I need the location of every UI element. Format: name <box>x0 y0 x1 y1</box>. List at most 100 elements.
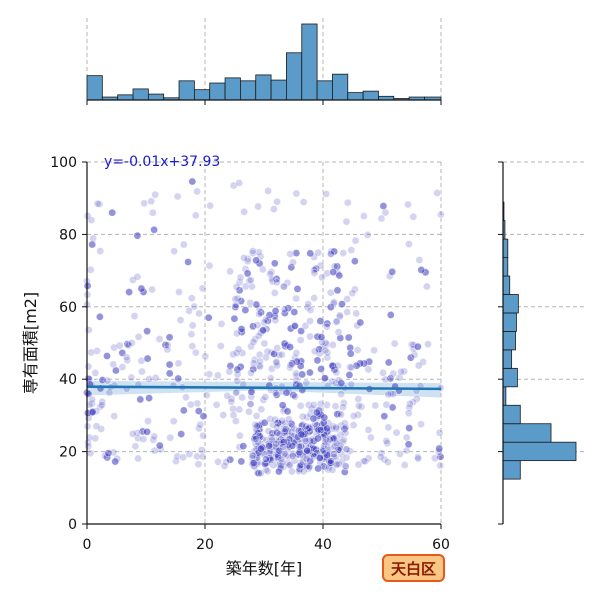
scatter-point <box>138 367 146 376</box>
scatter-point <box>277 350 286 359</box>
y-histogram-bar <box>502 275 511 295</box>
scatter-point <box>255 310 263 318</box>
scatter-point <box>281 425 290 434</box>
scatter-point <box>246 276 255 284</box>
x-tick-label: 60 <box>432 537 450 553</box>
scatter-point <box>165 360 174 369</box>
scatter-point <box>278 442 287 451</box>
scatter-point <box>222 457 231 466</box>
scatter-point <box>144 417 152 425</box>
scatter-point <box>309 400 318 409</box>
scatter-point <box>199 431 207 440</box>
scatter-point <box>389 369 398 378</box>
scatter-point <box>329 449 338 458</box>
y-tick-label: 100 <box>50 155 77 171</box>
scatter-point <box>323 319 332 328</box>
scatter-point <box>235 405 244 414</box>
scatter-point <box>270 288 279 297</box>
scatter-point <box>185 450 194 458</box>
scatter-point <box>298 370 307 379</box>
scatter-point <box>297 327 305 335</box>
scatter-point <box>304 300 313 308</box>
scatter-point <box>272 278 281 287</box>
scatter-point <box>435 444 444 453</box>
scatter-point <box>424 340 432 349</box>
scatter-point <box>332 368 341 377</box>
scatter-point <box>405 424 414 432</box>
scatter-point <box>422 282 431 291</box>
scatter-point <box>143 354 152 363</box>
scatter-point <box>235 278 244 287</box>
scatter-point <box>260 418 269 427</box>
scatter-point <box>302 378 311 387</box>
scatter-point <box>133 272 142 281</box>
scatter-point <box>382 400 391 409</box>
scatter-point <box>290 456 299 465</box>
scatter-point <box>318 273 326 282</box>
scatter-point <box>295 462 304 471</box>
scatter-points <box>83 177 445 478</box>
scatter-point <box>191 211 200 220</box>
scatter-point <box>356 318 365 327</box>
scatter-point <box>238 393 247 402</box>
scatter-point <box>303 446 312 455</box>
scatter-point <box>339 249 348 257</box>
scatter-point <box>265 441 273 450</box>
scatter-point <box>172 457 180 465</box>
x-histogram-bar <box>316 80 333 101</box>
scatter-point <box>272 439 281 448</box>
scatter-point <box>402 433 411 442</box>
scatter-point <box>287 467 296 476</box>
scatter-point <box>104 449 113 458</box>
scatter-point <box>405 403 414 412</box>
scatter-point <box>277 461 285 470</box>
scatter-point <box>118 363 127 371</box>
scatter-point <box>404 200 412 209</box>
scatter-point <box>347 380 356 389</box>
scatter-point <box>237 457 246 466</box>
scatter-point <box>321 438 330 447</box>
scatter-point <box>110 412 119 420</box>
scatter-point <box>332 317 341 326</box>
scatter-point <box>155 441 164 450</box>
scatter-point <box>199 412 208 421</box>
scatter-point <box>414 454 422 463</box>
scatter-point <box>182 393 190 402</box>
scatter-point <box>382 437 391 445</box>
x-histogram-bar <box>147 93 165 101</box>
scatter-point <box>353 346 362 354</box>
scatter-point <box>272 357 281 366</box>
scatter-point <box>145 375 154 383</box>
scatter-point <box>97 425 106 433</box>
x-histogram-bar <box>224 77 241 101</box>
scatter-point <box>262 353 270 362</box>
scatter-point <box>316 261 325 270</box>
scatter-point <box>249 365 258 373</box>
scatter-point <box>322 189 330 198</box>
scatter-point <box>131 442 140 451</box>
scatter-point <box>166 433 175 442</box>
scatter-point <box>315 454 324 462</box>
scatter-point <box>384 423 393 432</box>
scatter-point <box>179 240 188 249</box>
scatter-point <box>165 333 174 342</box>
scatter-point <box>169 417 178 426</box>
scatter-point <box>175 288 183 296</box>
scatter-point <box>337 410 345 419</box>
scatter-point <box>326 288 335 297</box>
scatter-point <box>256 469 265 478</box>
scatter-point <box>261 393 270 401</box>
y-histogram <box>502 201 577 480</box>
scatter-point <box>376 452 385 461</box>
scatter-point <box>188 342 197 351</box>
scatter-point <box>309 414 318 423</box>
scatter-point <box>338 300 346 308</box>
scatter-point <box>111 457 120 466</box>
scatter-point <box>352 309 361 318</box>
scatter-point <box>151 190 160 199</box>
scatter-point <box>390 339 399 348</box>
scatter-point <box>262 455 270 463</box>
scatter-point <box>322 322 331 331</box>
scatter-point <box>177 430 186 438</box>
scatter-point <box>275 430 284 439</box>
